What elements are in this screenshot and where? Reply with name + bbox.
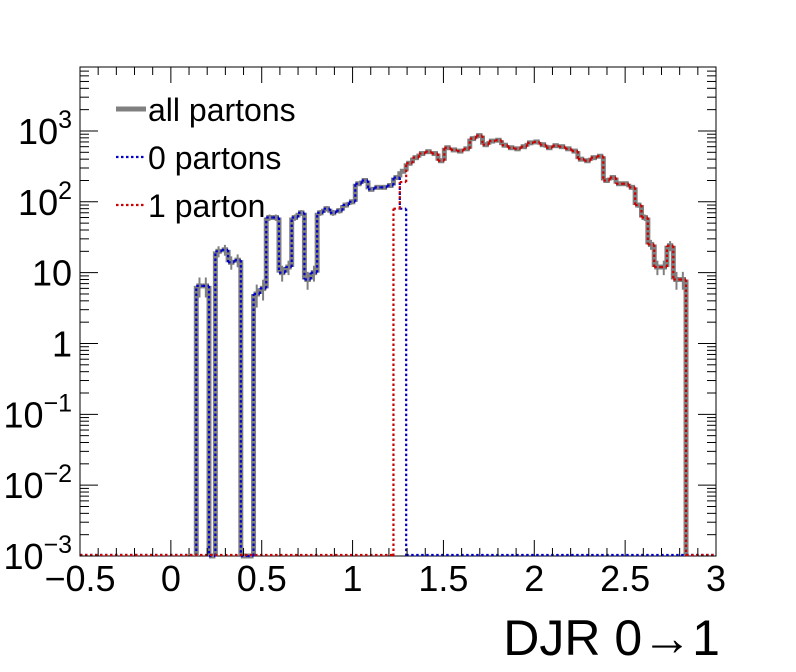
- series-1-parton: [80, 134, 716, 557]
- y-tick-label: 10−2: [3, 460, 72, 506]
- y-tick-base: 10: [3, 394, 43, 435]
- x-tick-label: 1.5: [418, 558, 468, 599]
- x-tick-label: 2: [524, 558, 544, 599]
- legend-label: 1 parton: [148, 188, 265, 224]
- x-tick-label: 2.5: [600, 558, 650, 599]
- x-tick-label: 1: [343, 558, 363, 599]
- y-tick-label: 102: [18, 177, 72, 223]
- y-tick-exponent: −1: [43, 389, 72, 417]
- legend-entry-0: all partons: [116, 92, 296, 128]
- x-tick-label: −0.5: [44, 558, 115, 599]
- y-tick-label: 103: [18, 106, 72, 152]
- y-tick-base: 10: [32, 253, 72, 294]
- y-tick-exponent: −2: [43, 460, 72, 488]
- series-all-partons: [193, 133, 689, 559]
- legend-entry-1: 0 partons: [116, 140, 281, 176]
- y-tick-exponent: 2: [58, 177, 72, 205]
- y-tick-base: 10: [3, 465, 43, 506]
- x-tick-label: 0: [161, 558, 181, 599]
- y-tick-exponent: −3: [43, 531, 72, 559]
- legend-label: 0 partons: [148, 140, 281, 176]
- y-tick-base: 10: [18, 111, 58, 152]
- y-tick-exponent: 3: [58, 106, 72, 134]
- y-tick-label: 10−3: [3, 531, 72, 577]
- x-tick-label: 3: [706, 558, 726, 599]
- y-tick-base: 10: [3, 536, 43, 577]
- x-axis-title: DJR 0→1: [503, 610, 720, 666]
- x-tick-label: 0.5: [237, 558, 287, 599]
- y-tick-label: 10−1: [3, 389, 72, 435]
- legend-entry-2: 1 parton: [116, 188, 265, 224]
- y-tick-label: 10: [32, 253, 72, 294]
- y-tick-base: 10: [18, 182, 58, 223]
- y-tick-base: 1: [52, 323, 72, 364]
- plot-frame: [79, 66, 717, 557]
- y-tick-label: 1: [52, 323, 72, 364]
- series-0-partons: [80, 176, 716, 558]
- legend-label: all partons: [148, 92, 296, 128]
